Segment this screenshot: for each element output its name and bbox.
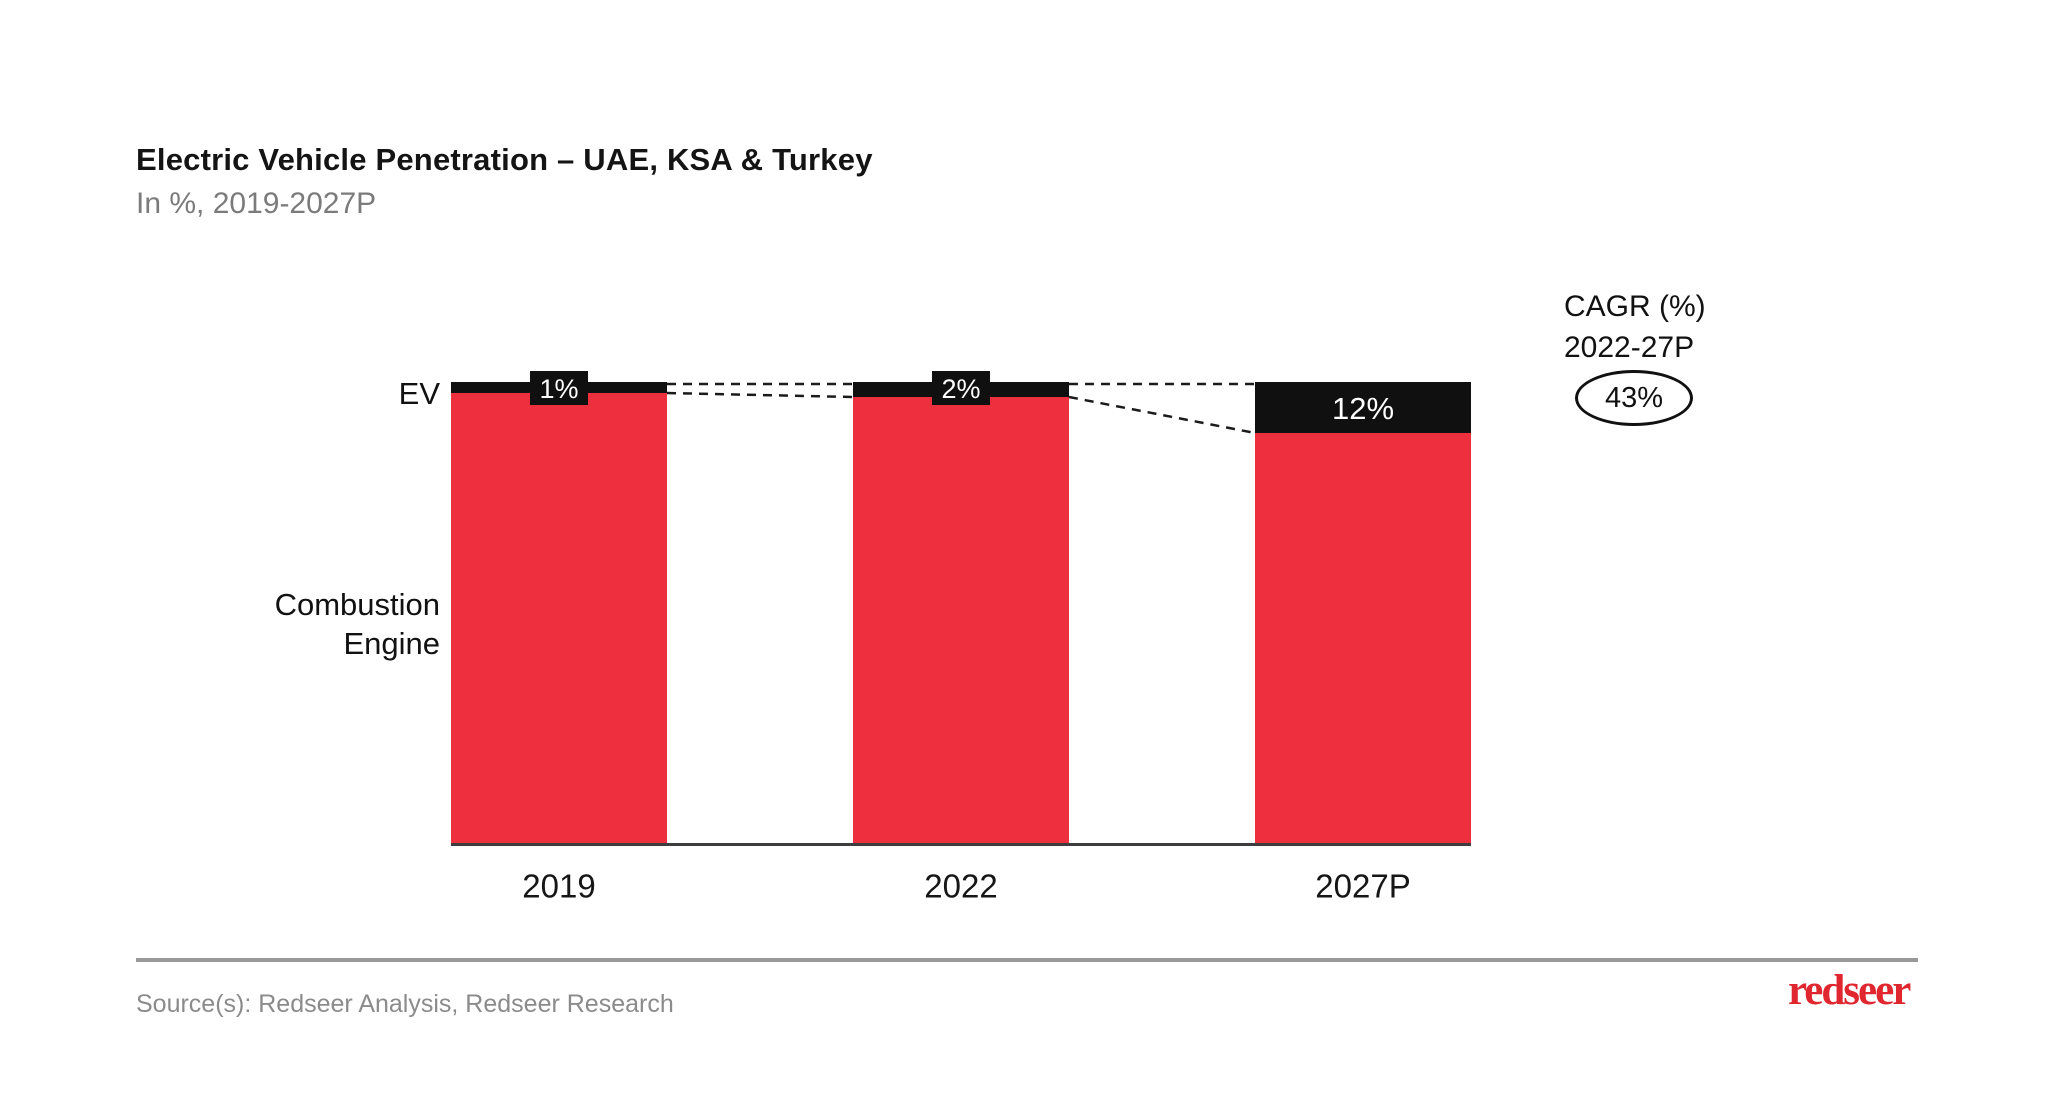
source-text: Source(s): Redseer Analysis, Redseer Res… <box>136 990 674 1018</box>
redseer-logo: redseer <box>1788 967 1911 1014</box>
series-label-combustion-line1: Combustion <box>274 587 440 622</box>
ev-value-label-2027P: 12% <box>1332 391 1394 426</box>
chart-subtitle: In %, 2019-2027P <box>136 187 377 220</box>
bar-segment-ev-2027P <box>1255 382 1471 433</box>
ev-value-label-box-2019 <box>530 371 588 405</box>
bar-segment-combustion-2019 <box>451 393 667 843</box>
connector-bottom-1 <box>1068 395 1256 435</box>
cagr-value-badge: 43% <box>1575 370 1693 426</box>
connector-bottom-0 <box>666 391 854 399</box>
series-label-combustion: Combustion Engine <box>140 585 440 663</box>
ev-value-label-2019: 1% <box>539 374 578 404</box>
x-axis-label-2019: 2019 <box>522 868 595 905</box>
ev-value-label-box-2022 <box>932 371 990 405</box>
cagr-label-line2: 2022-27P <box>1564 331 1695 364</box>
bar-segment-combustion-2022 <box>853 397 1069 843</box>
x-axis-label-2022: 2022 <box>924 868 997 905</box>
x-axis-label-2027P: 2027P <box>1315 868 1410 905</box>
chart-title: Electric Vehicle Penetration – UAE, KSA … <box>136 142 873 177</box>
ev-value-label-2022: 2% <box>941 374 980 404</box>
cagr-label: CAGR (%) 2022-27P <box>1564 286 1706 368</box>
footer-divider <box>136 958 1918 962</box>
bar-segment-combustion-2027P <box>1255 433 1471 843</box>
series-label-ev: EV <box>398 376 440 411</box>
series-label-combustion-line2: Engine <box>343 626 440 661</box>
cagr-label-line1: CAGR (%) <box>1564 290 1706 323</box>
